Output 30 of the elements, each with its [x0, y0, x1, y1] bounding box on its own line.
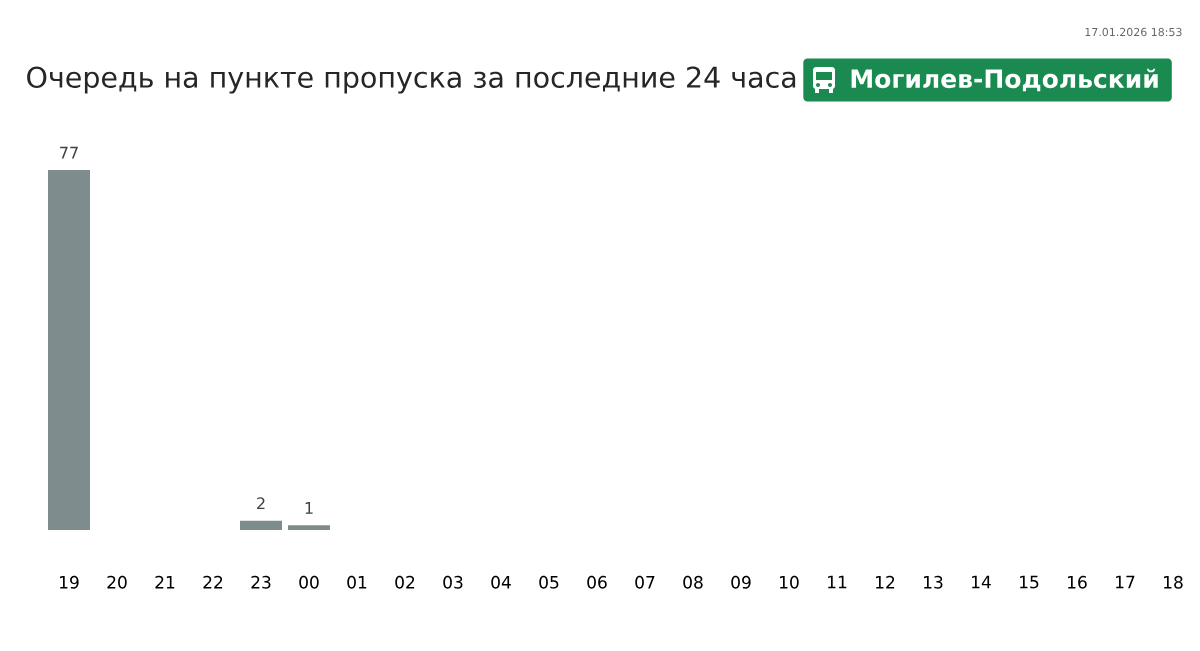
- x-tick-label: 13: [924, 575, 943, 589]
- x-tick-label: 11: [828, 575, 847, 589]
- x-tick-label: 21: [155, 575, 175, 589]
- x-tick-label: 12: [876, 575, 895, 589]
- data-label: 2: [257, 497, 265, 510]
- x-tick-label: 05: [539, 575, 559, 589]
- x-tick-label: 04: [491, 575, 511, 589]
- x-tick-label: 19: [60, 575, 79, 589]
- text: 17.01.2026 18:53: [1085, 27, 1182, 37]
- x-tick-label: 03: [443, 575, 463, 589]
- x-tick-label: 14: [972, 575, 991, 589]
- x-tick-label: 08: [683, 575, 703, 589]
- x-tick-label: 01: [347, 575, 367, 589]
- x-tick-label: 20: [107, 575, 127, 589]
- chart-title: Очередь на пункте пропуска за последние 24 часа: [27, 66, 796, 94]
- x-tick-label: 17: [1116, 575, 1135, 589]
- chart-subtitle: Могилев-Подольский: [851, 68, 1158, 92]
- x-tick-label: 06: [587, 575, 607, 589]
- x-tick-label: 02: [395, 575, 415, 589]
- x-tick-label: 16: [1068, 575, 1087, 589]
- x-tick-label: 22: [203, 575, 223, 589]
- x-tick-label: 18: [1164, 575, 1183, 589]
- x-tick-label: 15: [1020, 575, 1039, 589]
- data-label: 77: [60, 146, 78, 159]
- x-tick-label: 09: [731, 575, 751, 589]
- x-tick-label: 23: [251, 575, 271, 589]
- x-tick-label: 10: [780, 575, 799, 589]
- x-tick-label: 07: [635, 575, 655, 589]
- x-tick-label: 00: [299, 575, 319, 589]
- data-label: 1: [305, 502, 313, 514]
